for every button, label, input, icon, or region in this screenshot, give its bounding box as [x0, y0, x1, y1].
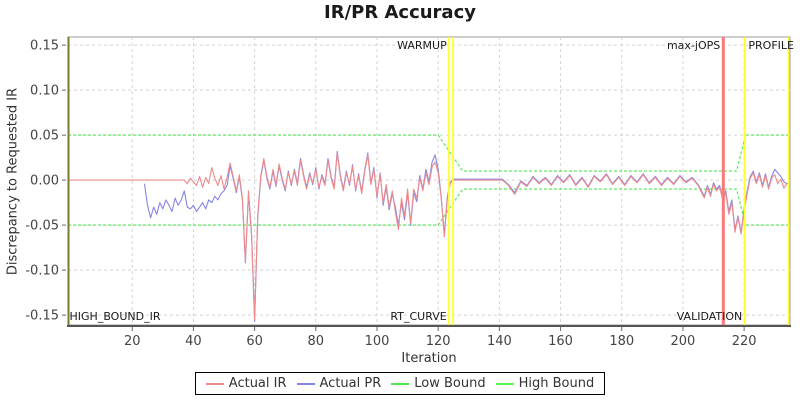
- x-tick-label: 60: [246, 334, 263, 349]
- x-tick-label: 100: [365, 334, 390, 349]
- chart-title: IR/PR Accuracy: [324, 2, 476, 23]
- y-tick-label: 0.05: [30, 129, 59, 144]
- x-tick-label: 120: [426, 334, 451, 349]
- x-tick-label: 140: [487, 334, 512, 349]
- legend: Actual IR Actual PR Low Bound High Bound: [0, 372, 800, 395]
- rt-curve-label: RT_CURVE: [390, 310, 446, 323]
- profile-label: PROFILE: [748, 39, 794, 52]
- legend-box: Actual IR Actual PR Low Bound High Bound: [194, 372, 606, 395]
- y-tick-label: -0.10: [25, 264, 59, 279]
- legend-item: Actual PR: [296, 376, 382, 391]
- y-axis-label: Discrepancy to Requested IR: [5, 87, 21, 276]
- legend-item: Low Bound: [391, 376, 486, 391]
- series-low-bound: [68, 188, 790, 226]
- y-tick-label: -0.15: [25, 309, 59, 324]
- x-tick-label: 20: [124, 334, 141, 349]
- y-tick-label: -0.05: [25, 219, 59, 234]
- x-tick-label: 80: [308, 334, 325, 349]
- series-high-bound: [68, 134, 790, 172]
- legend-swatch-icon: [391, 382, 410, 385]
- y-tick-label: 0.15: [30, 39, 59, 54]
- legend-swatch-icon: [296, 382, 315, 385]
- y-tick-label: 0.10: [30, 84, 59, 99]
- series-actual-ir: [68, 152, 791, 321]
- legend-label: Actual PR: [319, 376, 382, 391]
- legend-swatch-icon: [205, 382, 224, 385]
- x-tick-label: 40: [185, 334, 202, 349]
- max-jops-label: max-jOPS: [667, 39, 720, 52]
- legend-item: High Bound: [495, 376, 595, 391]
- x-tick-label: 200: [671, 334, 696, 349]
- legend-label: Actual IR: [228, 376, 287, 391]
- legend-label: Low Bound: [414, 376, 486, 391]
- x-tick-label: 160: [548, 334, 573, 349]
- y-tick-label: 0.00: [30, 174, 59, 189]
- x-axis-label: Iteration: [401, 351, 457, 366]
- x-tick-label: 180: [609, 334, 634, 349]
- legend-swatch-icon: [495, 382, 514, 385]
- warmup-label: WARMUP: [397, 39, 447, 52]
- legend-label: High Bound: [518, 376, 595, 391]
- validation-label: VALIDATION: [677, 310, 743, 323]
- x-tick-label: 220: [732, 334, 757, 349]
- legend-item: Actual IR: [205, 376, 287, 391]
- high-bound-ir-label: HIGH_BOUND_IR: [70, 310, 161, 323]
